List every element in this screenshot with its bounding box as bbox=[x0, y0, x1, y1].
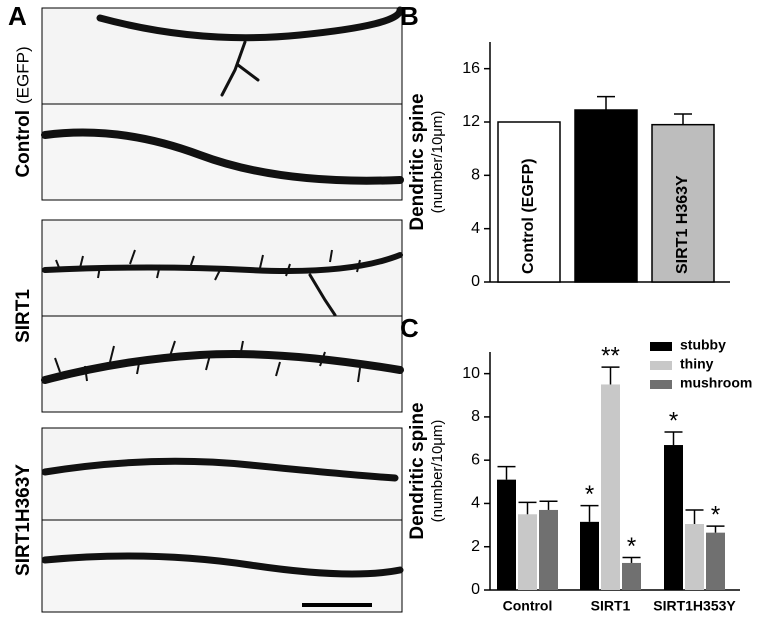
legend-swatch bbox=[650, 361, 672, 370]
legend-swatch bbox=[650, 380, 672, 389]
significance: * bbox=[627, 533, 636, 560]
bar bbox=[706, 532, 725, 590]
spines bbox=[54, 249, 361, 383]
y-tick-label: 4 bbox=[471, 495, 480, 512]
bar bbox=[518, 514, 537, 590]
micrograph bbox=[41, 519, 403, 613]
y-axis-label: Dendritic spine bbox=[407, 93, 428, 230]
group-name: Control bbox=[13, 110, 34, 178]
y-tick-label: 12 bbox=[462, 113, 480, 130]
panel-label: A bbox=[8, 1, 27, 31]
y-tick-label: 2 bbox=[471, 538, 480, 555]
legend-label: stubby bbox=[680, 337, 726, 353]
significance: * bbox=[711, 502, 720, 529]
x-tick-label: SIRT1 bbox=[591, 598, 631, 614]
bar bbox=[574, 109, 638, 283]
bar bbox=[497, 121, 561, 283]
y-tick-label: 8 bbox=[471, 167, 480, 184]
bar bbox=[497, 479, 516, 590]
panel-a-images bbox=[41, 6, 404, 613]
category-label: Control (EGFP) bbox=[520, 158, 537, 274]
y-tick-label: 0 bbox=[471, 273, 480, 290]
category-label: SIRT1 H363Y bbox=[674, 175, 691, 274]
y-tick-label: 16 bbox=[462, 60, 480, 77]
y-tick-label: 0 bbox=[471, 581, 480, 598]
bar bbox=[539, 509, 558, 590]
y-tick-label: 8 bbox=[471, 408, 480, 425]
micrograph bbox=[41, 7, 403, 105]
significance: * bbox=[669, 407, 678, 434]
significance: ** bbox=[601, 342, 620, 369]
legend-label: mushroom bbox=[680, 375, 752, 391]
bar bbox=[601, 384, 620, 590]
group-name: SIRT1 bbox=[13, 289, 34, 343]
group-label: Control (EGFP) bbox=[13, 46, 34, 177]
group-name: SIRT1H363Y bbox=[13, 464, 34, 576]
x-tick-label: SIRT1H353Y bbox=[653, 598, 736, 614]
y-tick-label: 10 bbox=[462, 365, 480, 382]
significance: * bbox=[585, 481, 594, 508]
dendrites bbox=[41, 6, 404, 578]
x-tick-label: Control bbox=[503, 598, 553, 614]
legend-swatch bbox=[650, 342, 672, 351]
micrograph bbox=[41, 103, 403, 201]
bar bbox=[685, 524, 704, 590]
y-axis-label: Dendritic spine bbox=[407, 402, 428, 539]
y-axis-unit: (number/10μm) bbox=[429, 111, 446, 214]
panel-label: C bbox=[400, 313, 419, 343]
y-tick-label: 6 bbox=[471, 451, 480, 468]
y-axis-unit: (number/10μm) bbox=[429, 420, 446, 523]
y-tick-label: 4 bbox=[471, 220, 480, 237]
group-note: (EGFP) bbox=[13, 46, 32, 104]
category-label: SIRT 1 bbox=[597, 224, 614, 274]
bar bbox=[622, 562, 641, 590]
legend-label: thiny bbox=[680, 356, 714, 372]
bar bbox=[580, 521, 599, 590]
panel-label: B bbox=[400, 1, 419, 31]
bar bbox=[664, 445, 683, 590]
